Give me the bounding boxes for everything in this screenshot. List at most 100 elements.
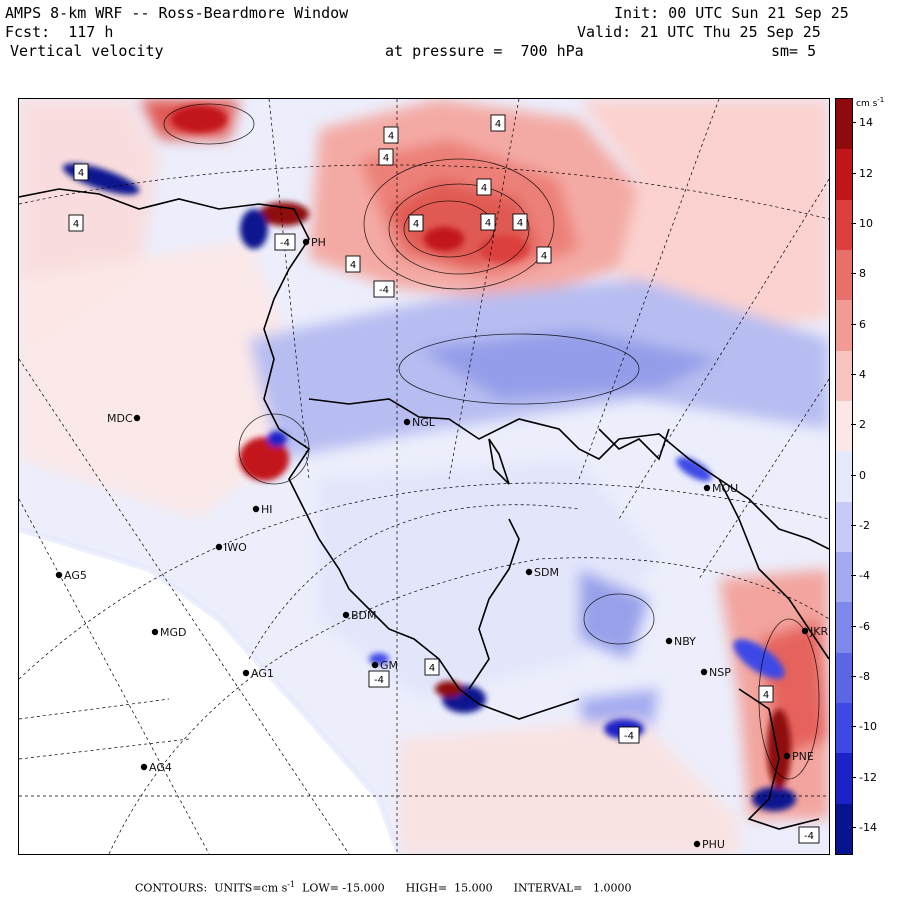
colorbar-units: cm s-1 [856,96,885,109]
colorbar-swatch [836,602,852,654]
contour-value-box [408,214,424,232]
coastline [19,188,829,830]
contour-value-label: 4 [383,153,389,164]
station-label: AG4 [149,761,172,774]
contour-value-label: 4 [73,219,79,230]
colorbar-tick-label: 2 [851,418,866,432]
contour-value-box [373,280,395,298]
contour-value-box [424,658,440,676]
colorbar [835,98,853,855]
colorbar-tick-label: -6 [851,619,870,633]
colorbar-tick-label: -8 [851,669,870,683]
contour-value-label: -4 [280,238,290,249]
contour-value-box [536,246,552,264]
station-dot [215,543,223,551]
station-dot [151,628,159,636]
contour-value-box [378,148,394,166]
contour-value-label: 4 [485,218,491,229]
station-dot [140,763,148,771]
contour-value-label: -4 [374,675,384,686]
smoothing: sm= 5 [771,42,817,60]
colorbar-swatch [836,703,852,755]
colorbar-swatch [836,350,852,402]
station-label: NSP [709,666,731,679]
stations-layer: MDC NGL MOU IWO AG5 SDM MGD BDM AG1 NBY NSP AG4 PNE P… [55,236,828,851]
station-label: JKR [809,625,828,638]
contour-value-label: 4 [78,168,84,179]
contour-value-label: 4 [388,131,394,142]
contour-value-label: 4 [763,690,769,701]
contour-value-box [480,213,496,231]
colorbar-swatch [836,652,852,704]
colorbar-tick-label: -14 [851,820,877,834]
contours-units: CONTOURS: UNITS=cm s [135,881,288,895]
station-dot [342,611,350,619]
contour-value-box [383,126,399,144]
colorbar-tick-label: 10 [851,216,873,230]
init-time: Init: 00 UTC Sun 21 Sep 25 [614,4,849,22]
station-label: PH [311,236,326,249]
graticule [19,99,829,854]
station-label: AG5 [64,569,87,582]
contour-value-label: 4 [429,663,435,674]
station-dot [133,414,141,422]
colorbar-swatch [836,199,852,251]
station-label: MOU [712,482,738,495]
contour-value-box [68,214,84,232]
contours-units-exp: -1 [287,880,296,889]
valid-time: Valid: 21 UTC Thu 25 Sep 25 [577,23,821,41]
station-dot [700,668,708,676]
station-dot [783,752,791,760]
station-label: AG1 [251,667,274,680]
colorbar-swatch [836,803,852,854]
contour-value-box [73,163,89,181]
contour-value-box [512,213,528,231]
station-dot [252,505,260,513]
station-dot [665,637,673,645]
station-label: GM [380,659,398,672]
station-dot [703,484,711,492]
contour-value-label: 4 [495,119,501,130]
colorbar-swatch [836,501,852,553]
contour-low: LOW= -15.000 [302,881,385,895]
station-dot [693,840,701,848]
colorbar-tick-label: 0 [851,468,866,482]
station-label: MGD [160,626,187,639]
station-dot [403,418,411,426]
colorbar-swatch [836,149,852,201]
contour-interval: INTERVAL= 1.0000 [513,881,632,895]
forecast-hour: Fcst: 117 h [5,23,114,41]
contour-value-box [368,670,390,688]
colorbar-tick-label: 6 [851,317,866,331]
contour-value-box [618,726,640,744]
station-dot [55,571,63,579]
model-title: AMPS 8-km WRF -- Ross-Beardmore Window [5,4,349,22]
contour-value-box [798,826,820,844]
colorbar-tick-label: -12 [851,770,877,784]
colorbar-swatch [836,401,852,453]
station-label: PHU [702,838,725,851]
contour-value-label: 4 [481,183,487,194]
colorbar-tick-label: -2 [851,518,870,532]
map-panel: MDC NGL MOU IWO AG5 SDM MGD BDM AG1 NBY NSP AG4 PNE P… [18,98,830,855]
station-label: SDM [534,566,559,579]
contour-info: CONTOURS: UNITS=cm s-1 LOW= -15.000 HIGH… [135,880,632,895]
colorbar-tick-label: 4 [851,367,866,381]
colorbar-tick-label: -10 [851,720,877,734]
unshaded-region [19,529,399,854]
contour-value-box [345,255,361,273]
contour-value-box [476,178,492,196]
contour-value-label: -4 [379,285,389,296]
colorbar-swatch [836,753,852,805]
contour-value-box [758,685,774,703]
contour-value-label: -4 [804,831,814,842]
station-label: NGL [412,416,436,429]
station-label: IWO [224,541,247,554]
station-dot [242,669,250,677]
colorbar-tick-label: -4 [851,569,870,583]
station-label: MDC [107,412,133,425]
pressure-level: at pressure = 700 hPa [385,42,584,60]
contour-value-label: 4 [350,260,356,271]
colorbar-swatch [836,99,852,151]
colorbar-swatch [836,552,852,604]
